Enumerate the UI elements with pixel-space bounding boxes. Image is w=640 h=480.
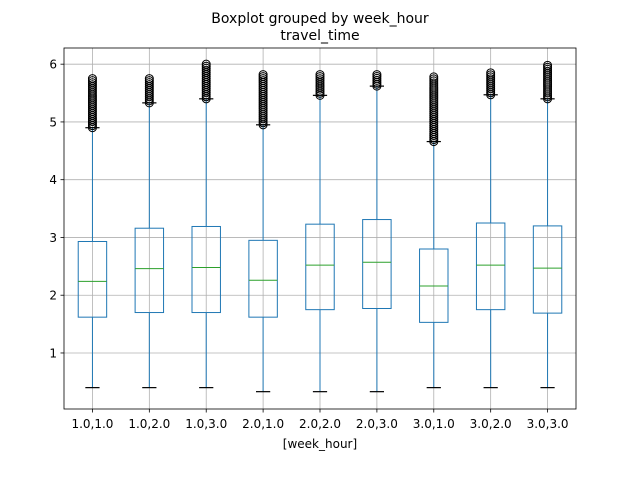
y-axis: 1 2 3 4 5 6 [49, 58, 64, 360]
box-group [419, 72, 449, 389]
box-group [248, 70, 278, 393]
outlier-point [315, 72, 325, 82]
box [532, 225, 563, 314]
x-tick-label: 2.0,2.0 [299, 417, 341, 431]
box [77, 240, 108, 318]
box-group [532, 60, 563, 389]
outlier-point [429, 72, 439, 82]
y-tick-label: 2 [49, 289, 57, 303]
chart-title: Boxplot grouped by week_hour [211, 11, 429, 27]
outlier-point [258, 70, 268, 80]
outlier-point [315, 74, 325, 84]
box [191, 225, 221, 314]
y-tick-label: 4 [49, 173, 57, 187]
outlier-point [543, 60, 553, 70]
x-tick-label: 1.0,1.0 [71, 417, 113, 431]
box-group [362, 70, 392, 393]
box-group [305, 70, 335, 393]
box-group [475, 68, 506, 389]
box-series [77, 59, 563, 393]
chart-subtitle: travel_time [280, 28, 359, 44]
box [305, 223, 335, 311]
box-group [77, 74, 108, 389]
x-tick-label: 2.0,3.0 [356, 417, 398, 431]
x-tick-label: 3.0,3.0 [527, 417, 569, 431]
y-tick-label: 1 [49, 346, 57, 360]
x-tick-label: 3.0,1.0 [413, 417, 455, 431]
x-tick-label: 3.0,2.0 [470, 417, 512, 431]
y-tick-label: 6 [49, 58, 57, 72]
outlier-point [144, 74, 154, 84]
y-tick-label: 3 [49, 231, 57, 245]
x-tick-label: 1.0,2.0 [128, 417, 170, 431]
x-axis-label: [week_hour] [283, 437, 357, 451]
outlier-point [201, 59, 211, 69]
box [475, 222, 506, 311]
x-tick-label: 2.0,1.0 [242, 417, 284, 431]
box [134, 227, 165, 314]
outlier-point [315, 76, 325, 86]
outlier-point [315, 70, 325, 80]
outlier-point [372, 70, 382, 80]
outlier-point [486, 68, 496, 78]
box-group [134, 74, 165, 389]
box [362, 219, 392, 309]
box [248, 239, 278, 318]
outlier-point [87, 74, 97, 84]
y-tick-label: 5 [49, 115, 57, 129]
x-axis: 1.0,1.0 1.0,2.0 1.0,3.0 2.0,1.0 2.0,2.0 2.0,3… [71, 409, 569, 431]
x-tick-label: 1.0,3.0 [185, 417, 227, 431]
box-group [191, 59, 221, 389]
